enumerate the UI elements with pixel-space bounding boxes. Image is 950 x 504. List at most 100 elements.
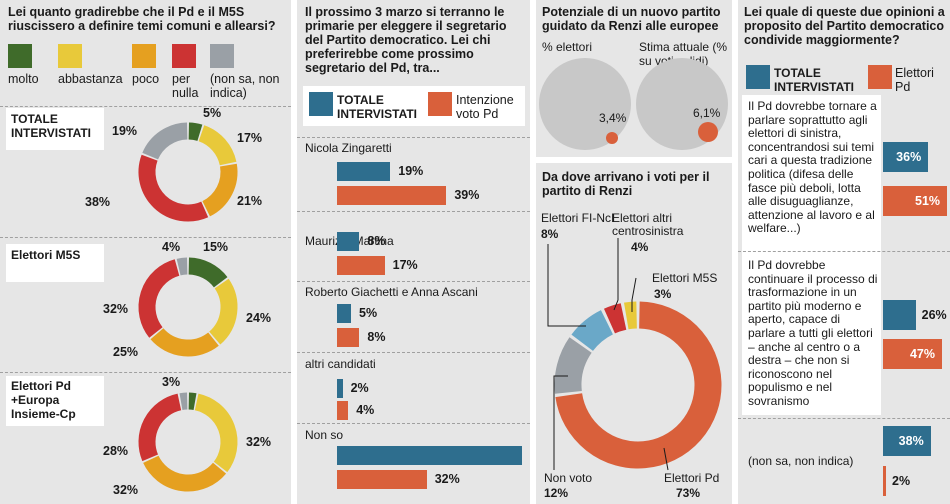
dot-stima [698,122,718,142]
legend-label-pd: Intenzione voto Pd [456,93,514,121]
opinion-text-3: (non sa, non indica) [748,454,854,468]
donut-label: 15% [203,240,228,254]
group-label-box [6,376,104,426]
bar-pd [337,256,385,275]
bar-value-label: 19% [398,164,424,178]
divider [297,211,530,212]
donut-label: 4% [162,240,180,254]
bar-pd [337,470,427,489]
opinion-text-2: Il Pd dovrebbe continuare il processo di… [748,258,878,408]
divider [738,251,950,252]
donut-label: 5% [203,106,221,120]
panel-opinioni-pd: Lei quale di queste due opinioni a propo… [738,0,950,504]
panel3-question: Potenziale di un nuovo partito guidato d… [542,5,721,33]
label-fi-ncl: Elettori FI-NcI [541,211,614,225]
panel3-question2: Da dove arrivano i voti per il partito d… [542,170,710,198]
bar-totale [883,300,916,330]
bar-totale [337,304,351,323]
divider [297,137,530,138]
bar-value-label: 47% [909,347,935,361]
donut-0-slice-1 [198,125,237,166]
bar-pd [883,186,947,216]
donut-2-slice-1 [194,393,238,473]
donut-2-slice-0 [188,392,197,411]
legend-label-per-nulla: per nulla [172,72,199,100]
group-label-totale: TOTALE INTERVISTATI [11,112,92,140]
legend-swatch-pd [428,92,452,116]
divider [297,281,530,282]
donut-0-slice-3 [138,154,209,222]
bar-value-label: 2% [350,381,369,395]
legend-swatch-pd [868,65,892,89]
bar-value-label: 26% [921,308,947,322]
bar-category-label: Roberto Giachetti e Anna Ascani [305,285,478,299]
group-label-m5s: Elettori M5S [11,248,81,262]
opinion-text-1: Il Pd dovrebbe tornare a parlare sopratt… [748,99,877,236]
divider [0,106,291,107]
donut-1-slice-1 [208,278,238,345]
legend-swatch-non-sa [210,44,234,68]
leader-line [613,238,619,311]
label-elettori-pd: Elettori Pd [664,471,719,485]
panel-separator [291,0,297,504]
legend-label-totale: TOTALE INTERVISTATI [774,66,855,94]
donut-label: 28% [103,444,128,458]
donut-renzi-slice-2 [571,310,614,352]
legend-swatch-totale [746,65,770,89]
bar-chart-primarie: Nicola Zingaretti 19% 39% Maurizio Martina 8… [297,0,530,504]
potenziale-circles: 3,4% 6,1% [539,58,728,150]
legend-label-pd: Elettori Pd [895,66,934,94]
bar-pd [337,401,349,420]
bar-pd [337,186,447,205]
divider [297,423,530,424]
bar-value-label: 39% [454,188,480,202]
donut-1-slice-3 [138,259,180,338]
bar-category-label: Non so [305,428,344,442]
donut-2-slice-2 [143,455,227,492]
leader-line [631,277,637,312]
legend-swatch-abbastanza [58,44,82,68]
divider [0,237,291,238]
group-label-box [6,108,104,150]
label-altri-cs-1: Elettori altri [612,211,672,225]
bar-totale [337,379,343,398]
divider [0,372,291,373]
divider [738,418,950,419]
donut-2-slice-3 [138,393,182,462]
divider [297,352,530,353]
panel2-question: Il prossimo 3 marzo si terranno le prima… [305,5,507,75]
donut-label: 3% [162,375,180,389]
donut-label: 32% [113,483,138,497]
label-m5s: Elettori M5S [652,271,717,285]
donut-label: 32% [246,435,271,449]
donut-label: 25% [113,345,138,359]
legend-label-abbastanza: abbastanza [58,72,123,86]
bar-value-label: 8% [367,234,386,248]
bar-value-label: 17% [392,258,418,272]
label-altri-cs-2: centrosinistra [612,224,684,238]
donut-charts-gradimento: 5% 17% 21% 38% 19% 15% 24% 25% 32% 4% 32% 32% 28% 3% [85,106,271,497]
value-stima: 6,1% [693,106,721,120]
donut-label: 19% [112,124,137,138]
bar-value-label: 8% [367,330,386,344]
bar-category-label: Nicola Zingaretti [305,141,392,155]
bar-totale [337,446,522,465]
panel-separator [530,0,536,504]
label-elettori: % elettori [542,40,593,54]
leader-line [547,244,586,327]
value-altri-cs: 4% [631,240,649,254]
bar-value-label: 38% [898,434,924,448]
group-label-box [6,244,104,282]
bar-chart-opinioni: 36% 26% 38% 51% 47% 2% [738,0,950,504]
panel1-question: Lei quanto gradirebbe che il Pd e il M5S… [8,5,276,33]
bar-pd [337,328,360,347]
donut-label: 21% [237,194,262,208]
bar-totale [883,426,931,456]
donut-chart-provenienza: Elettori FI-NcI 8% Elettori altricentrosin… [541,211,722,500]
value-m5s: 3% [654,287,672,301]
donut-0-slice-0 [188,122,203,141]
donut-2-slice-4 [179,392,188,411]
panel4-question: Lei quale di queste due opinioni a propo… [744,5,945,47]
section-separator [536,157,732,163]
legend-swatch-totale [309,92,333,116]
